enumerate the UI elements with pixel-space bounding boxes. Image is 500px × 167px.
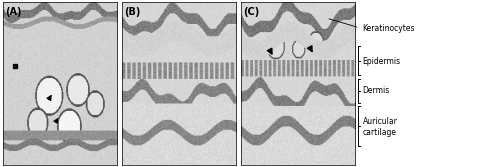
Text: Auricular
cartilage: Auricular cartilage: [362, 117, 398, 137]
Text: (B): (B): [124, 7, 140, 17]
Text: Epidermis: Epidermis: [362, 57, 401, 66]
Text: Dermis: Dermis: [362, 86, 390, 95]
Text: (C): (C): [243, 7, 259, 17]
Text: (A): (A): [5, 7, 21, 17]
Text: Keratinocytes: Keratinocytes: [362, 24, 415, 33]
